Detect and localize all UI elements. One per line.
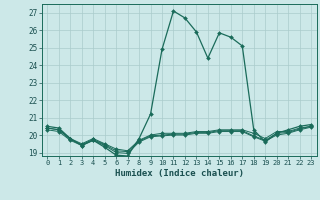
X-axis label: Humidex (Indice chaleur): Humidex (Indice chaleur) xyxy=(115,169,244,178)
